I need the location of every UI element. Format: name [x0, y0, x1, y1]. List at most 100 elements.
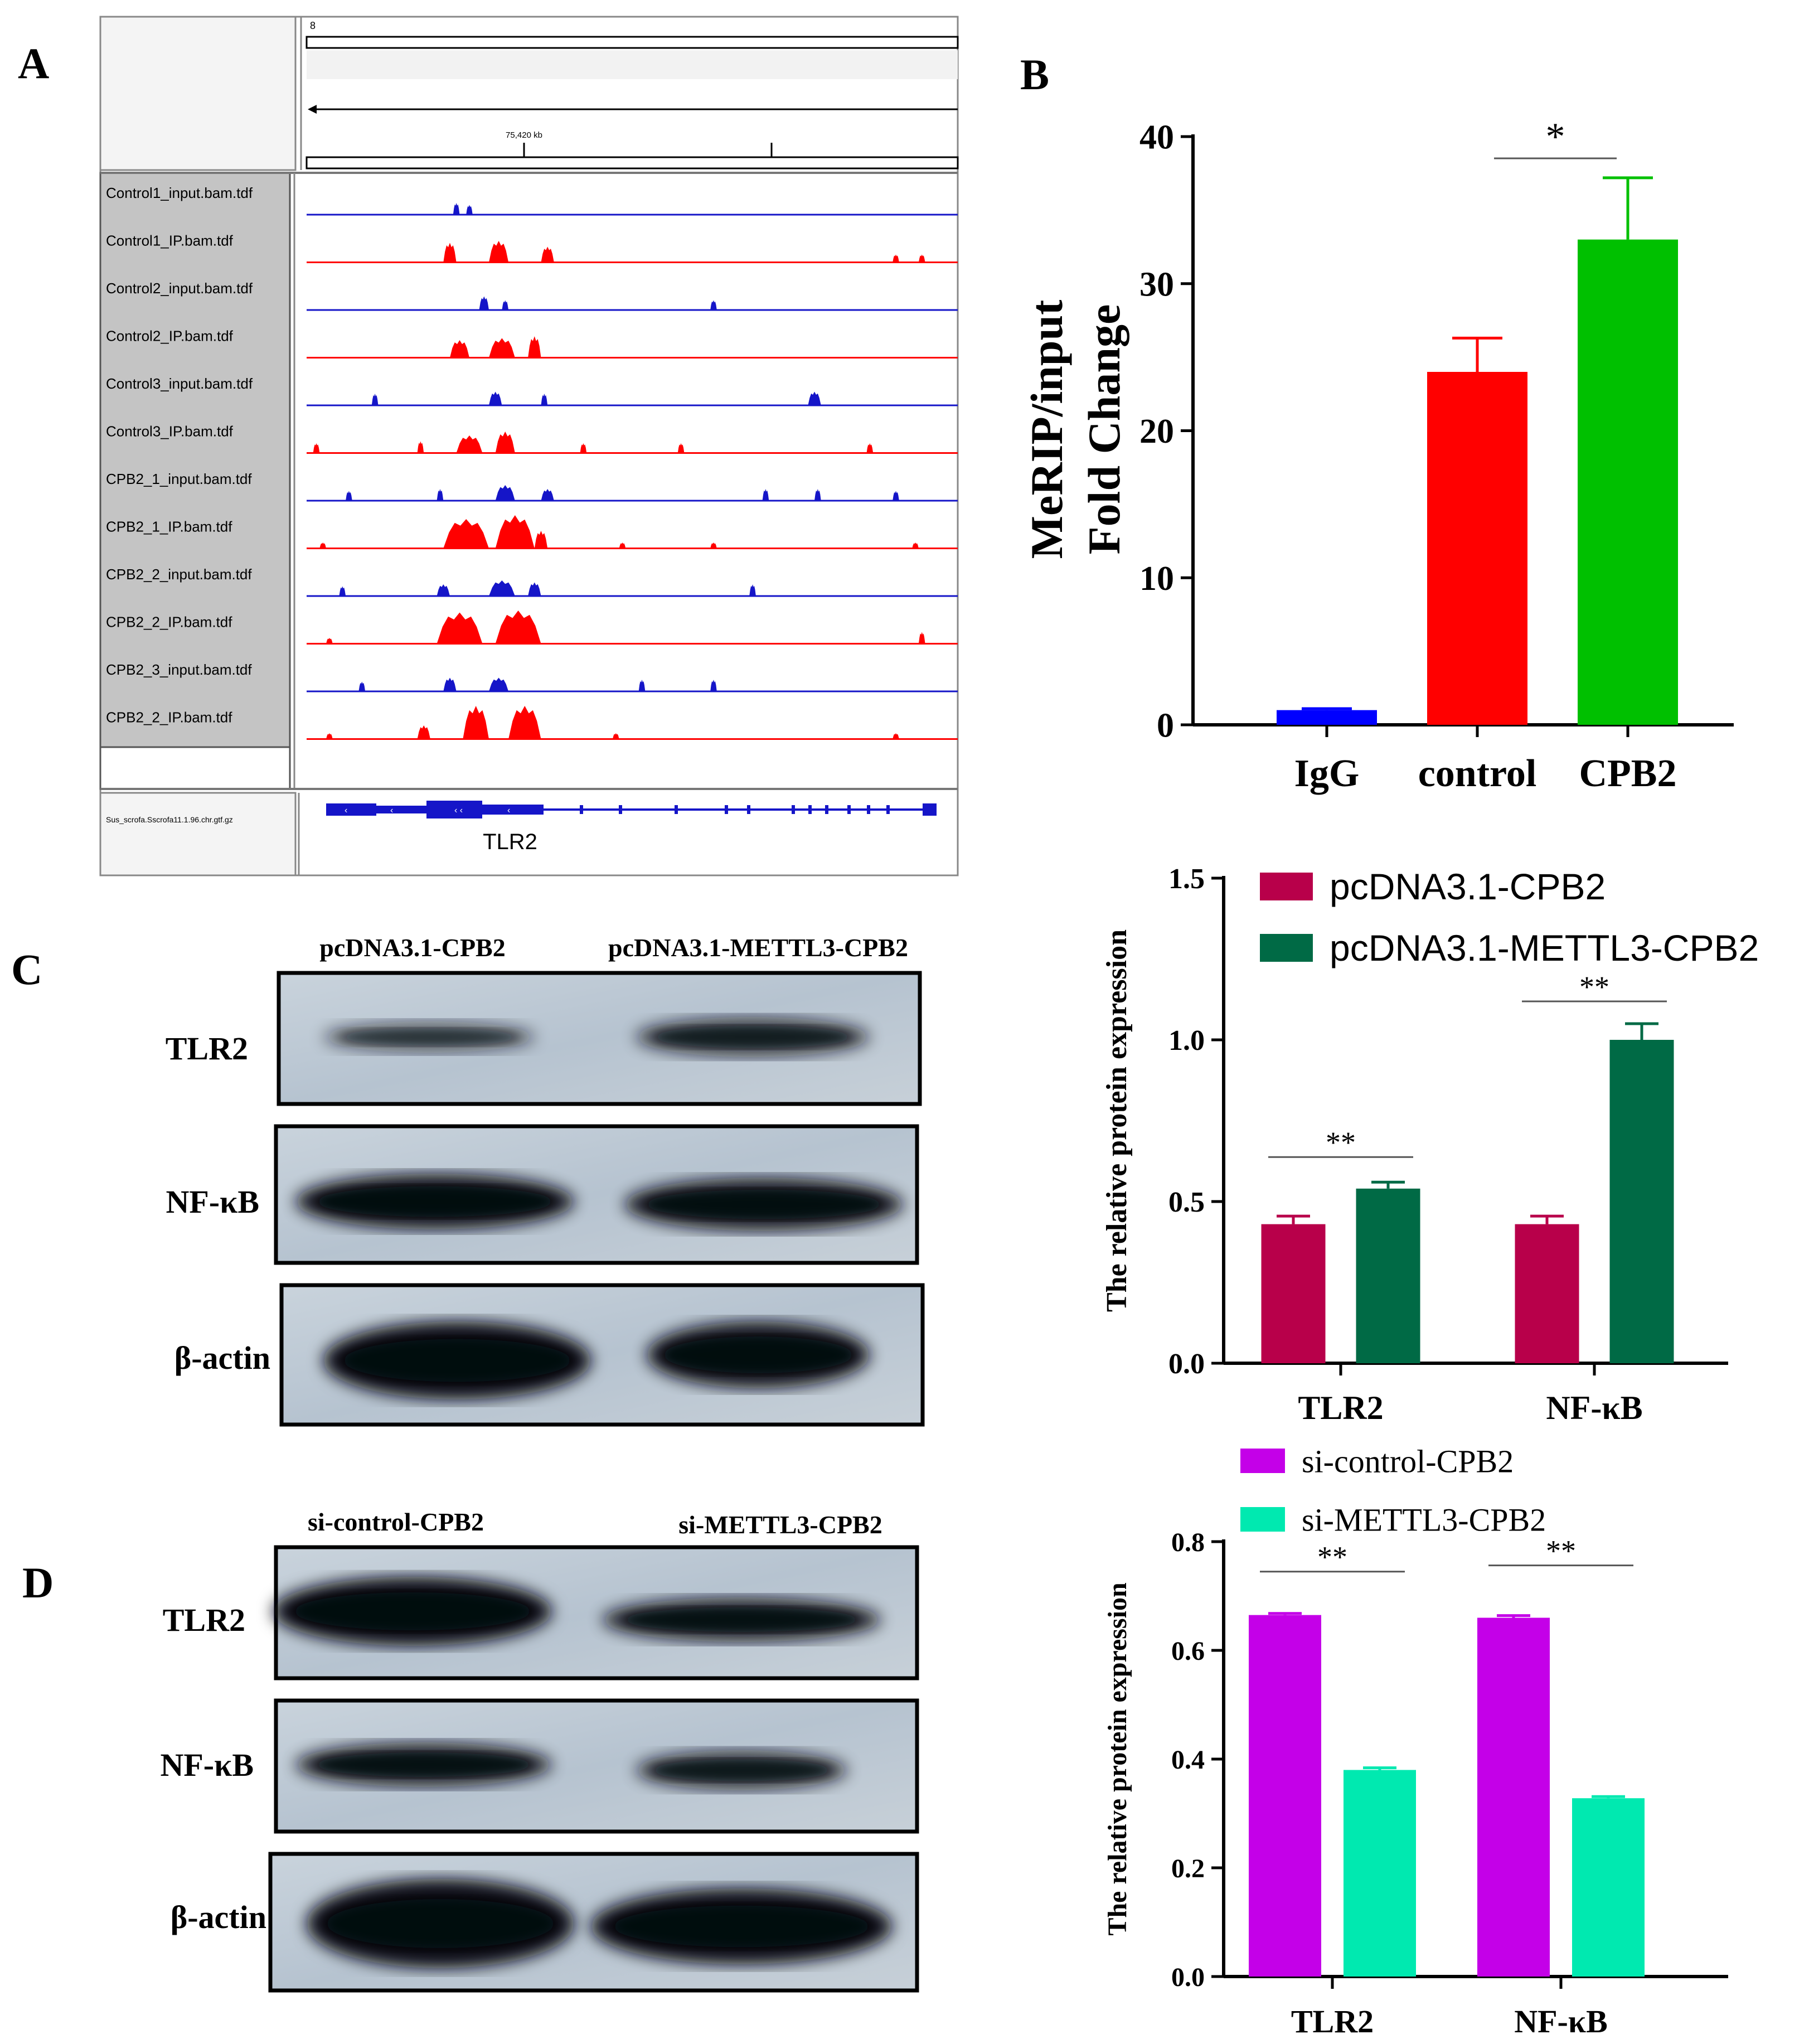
igv-coverage-peak [313, 443, 320, 453]
chart-c-bar [1515, 1224, 1579, 1363]
chart-d-y-tick-label: 0.8 [1171, 1528, 1205, 1557]
igv-coverage-peak [437, 584, 450, 596]
chart-c-sig-stars: ** [1326, 1126, 1356, 1159]
igv-chrom-label: 8 [310, 20, 316, 31]
igv-browser: 8 75,420 kb Control1_input.bam.tdf Contro… [99, 16, 959, 876]
chart-d-sig-stars: ** [1317, 1541, 1347, 1574]
chart-b-x-label: IgG [1294, 752, 1360, 795]
igv-coverage-peak [489, 677, 509, 691]
igv-coverage-peak [893, 254, 899, 263]
chart-c-legend-swatch [1260, 873, 1313, 900]
blot-c-row-tlr2: TLR2 [166, 1030, 248, 1067]
igv-coverage-peak [326, 733, 333, 739]
igv-coverage-peak [449, 340, 469, 358]
chart-d-bar [1344, 1770, 1416, 1977]
chart-c-y-tick-label: 1.0 [1168, 1025, 1205, 1057]
igv-coverage-peak [710, 680, 717, 691]
blot-c-lane-label-1: pcDNA3.1-CPB2 [319, 933, 505, 962]
chart-c-y-tick-label: 0.0 [1168, 1348, 1205, 1380]
chart-d-y-tick-label: 0.6 [1171, 1636, 1205, 1666]
chart-d-y-label: The relative protein expression [1103, 1582, 1132, 1935]
gene-exon [725, 805, 728, 814]
gene-exon [619, 805, 622, 814]
igv-gene-track-name-box [99, 792, 297, 876]
igv-coverage-peak [710, 543, 717, 549]
igv-coverage-peak [710, 300, 717, 310]
igv-coverage-peak [749, 584, 756, 596]
chart-b-y-label-2: Fold Change [1079, 304, 1129, 555]
igv-coverage-peak [489, 241, 509, 263]
igv-header-left [99, 16, 297, 171]
gene-name-label: TLR2 [483, 830, 537, 854]
igv-coverage-peak [495, 611, 541, 644]
igv-coverage-peak [541, 394, 548, 405]
igv-track-label: CPB2_2_input.bam.tdf [106, 566, 252, 583]
chart-d-bar [1572, 1798, 1645, 1977]
igv-track-label: Control1_input.bam.tdf [106, 185, 253, 201]
blot-d: si-control-CPB2 si-METTL3-CPB2 TLR2 NF-κ… [160, 1508, 919, 1993]
chart-b-bar [1277, 710, 1377, 725]
chart-b-bar [1427, 372, 1527, 725]
gene-exon [808, 805, 812, 814]
igv-track-label: Control2_input.bam.tdf [106, 280, 253, 297]
chart-c-y-label: The relative protein expression [1101, 929, 1133, 1312]
igv-coverage-peak [489, 338, 515, 358]
gene-exon [847, 805, 851, 814]
blot-d-lane-label-2: si-METTL3-CPB2 [678, 1510, 882, 1539]
igv-coverage-peak [893, 491, 899, 501]
svg-text:‹: ‹ [507, 806, 510, 815]
chart-b-sig-star: * [1546, 115, 1565, 158]
igv-ruler-label: 75,420 kb [506, 130, 542, 140]
chart-d-legend-label: si-control-CPB2 [1302, 1443, 1514, 1479]
igv-coverage-peak [528, 582, 541, 596]
blot-band-core [653, 1026, 852, 1048]
igv-gene-track-label: Sus_scrofa.Sscrofa11.1.96.chr.gtf.gz [106, 815, 233, 824]
svg-text:‹: ‹ [345, 806, 347, 815]
chart-d-legend-label: si-METTL3-CPB2 [1302, 1501, 1546, 1538]
igv-coverage-peak [912, 543, 919, 549]
chart-c-legend-label: pcDNA3.1-METTL3-CPB2 [1330, 927, 1759, 968]
igv-coverage-peak [453, 203, 460, 215]
igv-coverage-peak [437, 612, 483, 644]
igv-coverage-peak [541, 489, 554, 501]
chart-c-bar [1356, 1188, 1420, 1363]
blot-c: pcDNA3.1-CPB2 pcDNA3.1-METTL3-CPB2 TLR2 … [166, 933, 925, 1427]
igv-track-names-panel [99, 172, 291, 748]
chart-b-merip: 0 10 20 30 40 IgG control CPB2 * MeRIP/input Fold … [1021, 115, 1734, 795]
chart-c-x-label: NF-κB [1546, 1389, 1642, 1426]
igv-coverage-peak [466, 205, 473, 215]
igv-ruler-bar [305, 156, 959, 169]
chart-d-bar [1477, 1617, 1550, 1977]
igv-coverage-peak [814, 489, 821, 501]
igv-coverage-peak [479, 296, 489, 310]
blot-d-row-tlr2: TLR2 [163, 1602, 245, 1638]
igv-coverage-peak [918, 632, 925, 644]
igv-coverage-peak [918, 254, 925, 263]
blot-band-core [651, 1759, 832, 1781]
igv-coverage-peak [417, 725, 430, 739]
panel-label-a: A [18, 39, 49, 88]
igv-ideogram [305, 36, 959, 49]
chart-b-x-label: CPB2 [1579, 752, 1677, 795]
blot-band-core [645, 1189, 882, 1219]
igv-track-label: CPB2_3_input.bam.tdf [106, 661, 252, 678]
tlr2-gene-model: ‹ ‹ ‹ ‹ ‹ [326, 801, 937, 818]
gene-exon [580, 805, 583, 814]
igv-coverage-peak [528, 336, 541, 358]
blot-c-row-nfkb: NF-κB [166, 1184, 259, 1220]
igv-coverage-peak [495, 515, 535, 549]
chart-c-sig-stars: ** [1579, 970, 1609, 1004]
chart-b-y-tick-label: 10 [1139, 560, 1174, 598]
igv-coverage-peak [463, 706, 489, 739]
blot-band-core [339, 1028, 520, 1046]
blot-c-row-actin: β-actin [174, 1340, 270, 1376]
igv-coverage-peak [638, 680, 646, 691]
chart-c-legend-swatch [1260, 934, 1313, 962]
igv-coverage-peak [508, 706, 541, 739]
chart-d-y-tick-label: 0.2 [1171, 1854, 1205, 1883]
igv-coverage-peak [443, 519, 489, 549]
igv-coverage-peak [489, 580, 515, 596]
igv-coverage-peak [371, 394, 379, 405]
blot-band-core [316, 1186, 554, 1217]
igv-header-band [307, 50, 958, 79]
